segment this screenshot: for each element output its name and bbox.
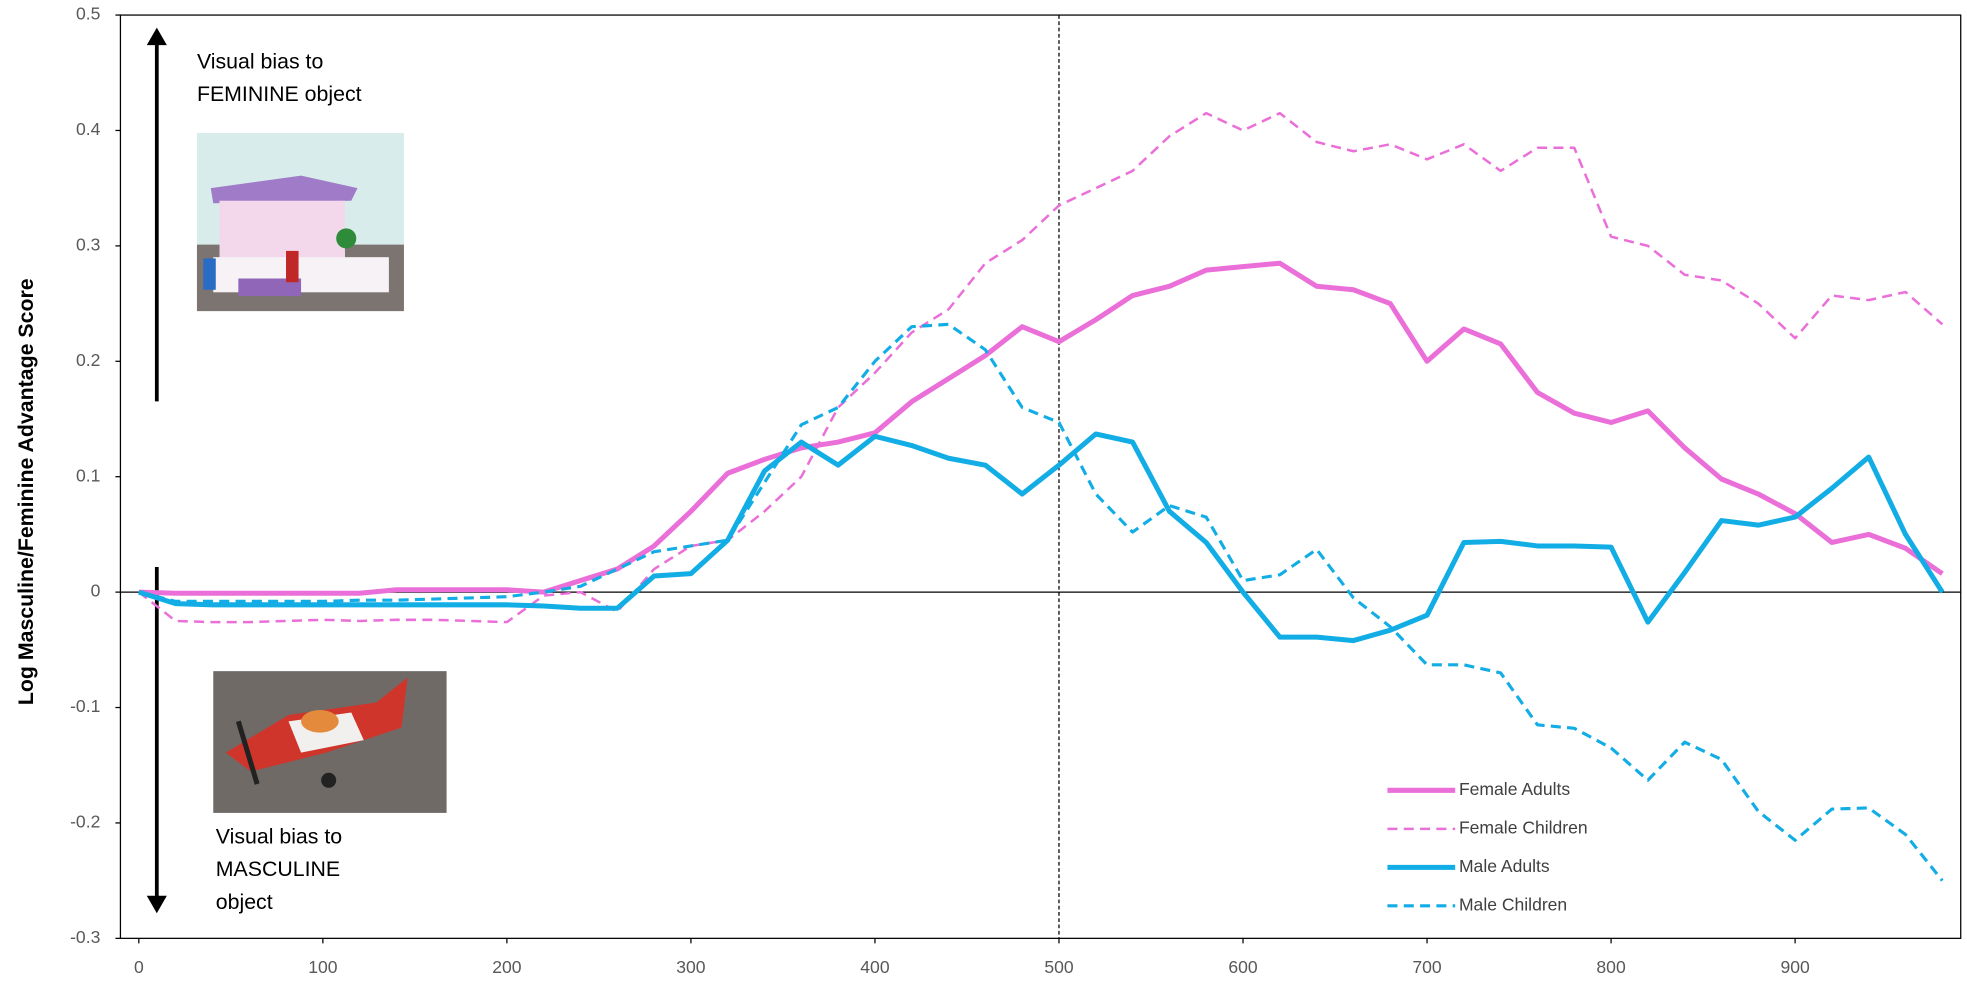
x-tick-label: 300 [676,957,706,977]
masculine-toy-picture [213,671,447,813]
x-tick-label: 600 [1228,957,1258,977]
annotation: Visual bias to [197,49,323,73]
y-tick-label: 0.1 [76,465,100,485]
x-tick-label: 400 [860,957,890,977]
data-line [138,431,1945,644]
data-line [138,260,1944,596]
annotation: FEMININE object [197,82,362,106]
annotation: MASCULINE [216,857,340,881]
annotation: object [216,890,273,914]
x-tick-label: 500 [1044,957,1074,977]
legend-label: Male Children [1459,894,1567,914]
x-tick-label: 700 [1412,957,1442,977]
legend-label: Female Children [1459,817,1588,837]
annotation: Visual bias to [216,825,342,849]
data-line [138,111,1944,624]
y-tick-label: 0 [91,581,101,601]
y-axis-title: Log Masculine/Feminine Advantage Score [14,278,38,705]
y-tick-label: -0.2 [70,812,100,832]
x-tick-label: 200 [492,957,522,977]
y-tick-label: 0.4 [76,119,101,139]
bias-arrows [146,27,167,914]
y-tick-label: 0.3 [76,235,100,255]
data-line [138,322,1944,882]
x-tick-label: 900 [1780,957,1810,977]
y-tick-label: 0.2 [76,350,100,370]
legend-label: Female Adults [1459,779,1570,799]
feminine-toy-picture [196,132,404,312]
y-tick-label: 0.5 [76,4,101,24]
y-tick-label: -0.1 [70,696,100,716]
x-tick-label: 0 [134,957,144,977]
x-tick-label: 100 [308,957,338,977]
legend-label: Male Adults [1459,856,1550,876]
y-tick-label: -0.3 [70,927,100,947]
x-tick-label: 800 [1596,957,1626,977]
